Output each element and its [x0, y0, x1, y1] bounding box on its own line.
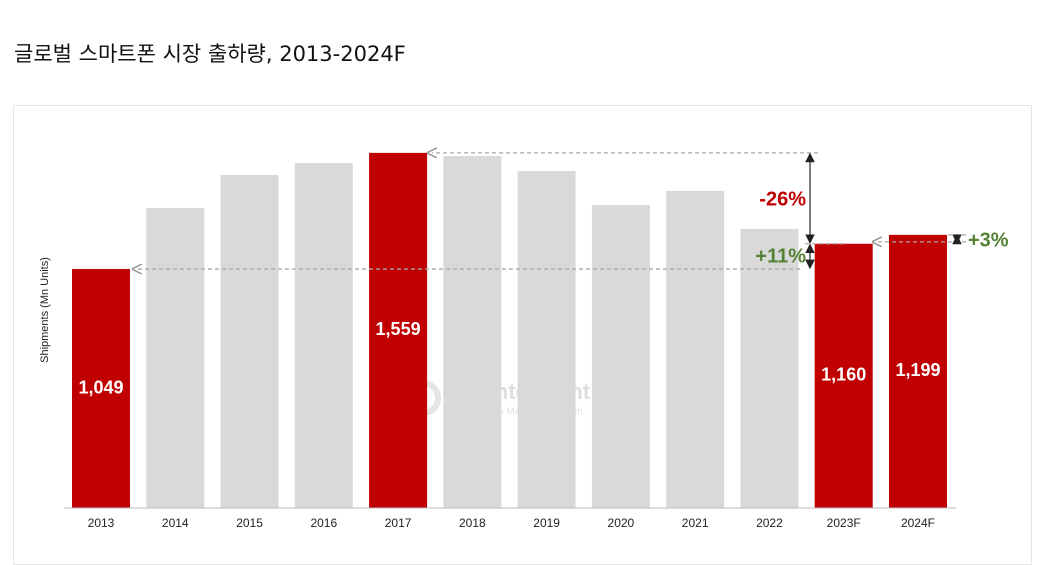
data-label: 1,160: [821, 365, 866, 385]
x-tick-label: 2016: [310, 516, 337, 530]
page-title: 글로벌 스마트폰 시장 출하량, 2013-2024F: [14, 42, 406, 66]
bar: [369, 152, 428, 508]
x-tick-label: 2024F: [901, 516, 935, 530]
bar: [740, 228, 799, 508]
x-tick-label: 2017: [385, 516, 412, 530]
x-tick-label: 2022: [756, 516, 783, 530]
bar: [72, 269, 130, 508]
x-tick-label: 2020: [608, 516, 635, 530]
annotation: -26%: [759, 188, 806, 210]
bar: [517, 171, 576, 508]
x-tick-label: 2021: [682, 516, 709, 530]
data-label: 1,559: [376, 319, 421, 339]
annotation: +3%: [968, 229, 1009, 251]
bar: [443, 156, 502, 508]
bar: [294, 163, 353, 509]
x-tick-label: 2023F: [827, 516, 861, 530]
bar: [146, 207, 205, 508]
x-tick-label: 2015: [236, 516, 263, 530]
bar: [591, 205, 650, 508]
x-tick-label: 2019: [533, 516, 560, 530]
data-label: 1,199: [895, 360, 940, 380]
data-label: 1,049: [78, 377, 123, 397]
bar: [220, 174, 279, 508]
x-tick-label: 2013: [88, 516, 115, 530]
bar: [814, 243, 873, 508]
bar: [888, 234, 947, 508]
bar: [666, 190, 725, 508]
annotation: +11%: [755, 245, 806, 267]
y-axis-label: Shipments (Mn Units): [39, 257, 51, 363]
x-tick-label: 2014: [162, 516, 189, 530]
x-tick-label: 2018: [459, 516, 486, 530]
